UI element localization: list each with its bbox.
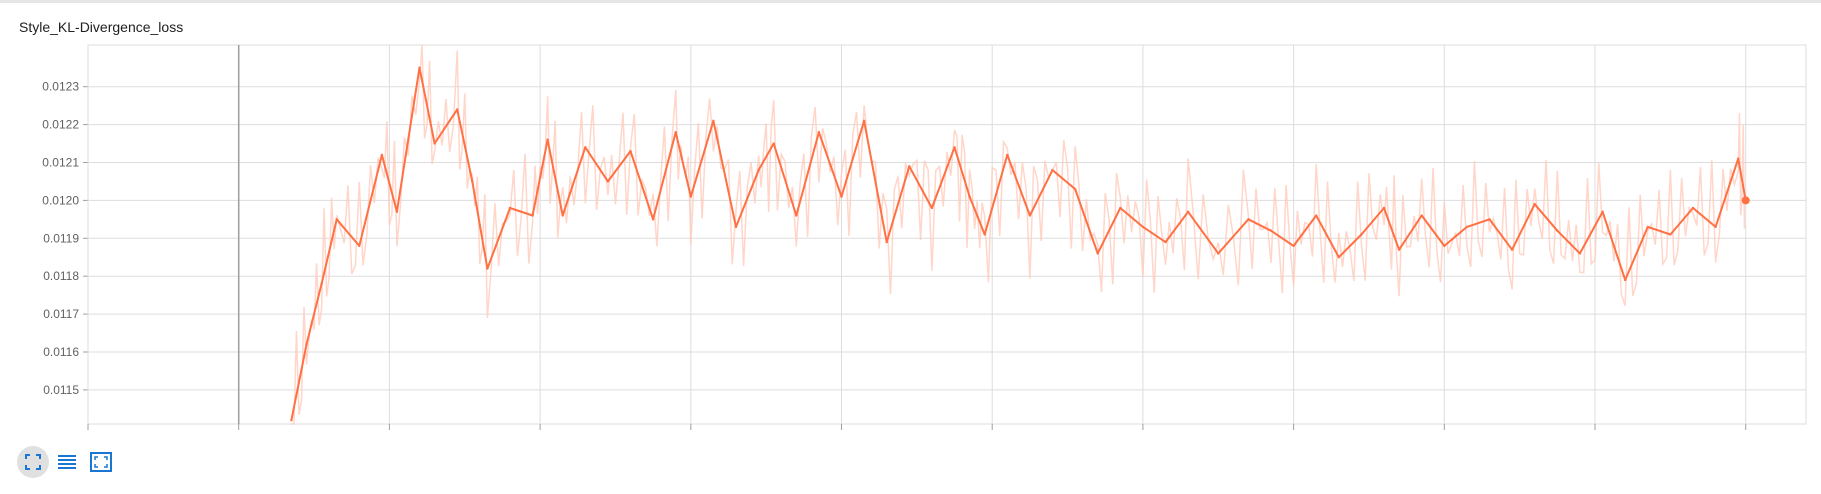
toggle-log-scale-icon: [58, 455, 76, 469]
data-point: [1646, 225, 1649, 229]
last-point-marker: [1741, 196, 1750, 205]
y-tick-label: 0.0120: [42, 193, 79, 207]
smoothed-series-layer: [290, 66, 1750, 422]
grid-layer: [83, 44, 1807, 430]
data-point: [1006, 153, 1009, 157]
data-point: [1420, 214, 1423, 217]
raw-series-layer: [291, 44, 1746, 425]
y-tick-label: 0.0123: [42, 80, 79, 94]
data-point: [1714, 225, 1717, 229]
data-point: [1669, 233, 1672, 236]
data-point: [1556, 229, 1559, 232]
data-point: [1119, 206, 1122, 210]
data-point: [290, 419, 293, 422]
data-point: [456, 108, 459, 111]
data-point: [1292, 244, 1295, 248]
data-point: [840, 195, 843, 198]
data-point: [629, 149, 632, 153]
data-point: [1186, 210, 1190, 213]
y-tick-label: 0.0121: [42, 155, 79, 169]
data-point: [1510, 248, 1514, 251]
toggle-log-scale-button[interactable]: [51, 446, 83, 478]
data-point: [1028, 214, 1032, 217]
data-point: [1443, 244, 1446, 248]
data-point: [1736, 157, 1740, 160]
data-point: [508, 206, 512, 210]
data-point: [1360, 233, 1363, 236]
data-point: [1096, 252, 1099, 255]
data-point: [1465, 225, 1469, 229]
data-point: [418, 66, 421, 69]
data-point: [1217, 252, 1220, 255]
data-point: [1578, 252, 1582, 255]
data-point: [320, 282, 323, 285]
raw-series-line: [291, 44, 1746, 425]
data-point: [380, 153, 384, 157]
data-point: [885, 240, 888, 244]
data-point: [1315, 214, 1318, 217]
data-point: [1164, 240, 1167, 244]
data-point: [1051, 168, 1054, 172]
fit-domain-icon: [25, 454, 41, 470]
data-point: [817, 130, 821, 134]
data-point: [358, 244, 361, 248]
data-point: [1382, 206, 1386, 210]
data-point: [1397, 248, 1401, 251]
y-tick-label: 0.0117: [43, 307, 79, 321]
data-point: [433, 142, 436, 145]
data-point: [1073, 187, 1077, 191]
y-tick-label: 0.0122: [42, 118, 79, 132]
data-point: [1337, 256, 1341, 259]
data-point: [968, 195, 971, 198]
data-point: [1691, 206, 1695, 210]
data-point: [795, 214, 798, 217]
data-point: [486, 267, 489, 270]
y-tick-label: 0.0119: [43, 231, 79, 245]
chart-title: Style_KL-Divergence_loss: [19, 19, 184, 35]
expand-chart-button[interactable]: [85, 446, 117, 478]
data-point: [1488, 218, 1491, 221]
data-point: [1623, 278, 1627, 282]
data-point: [1601, 210, 1604, 213]
data-point: [674, 130, 677, 134]
top-divider: [0, 0, 1821, 3]
data-point: [1247, 218, 1250, 221]
data-point: [395, 210, 399, 213]
data-point: [1269, 229, 1273, 232]
fit-domain-button[interactable]: [17, 446, 49, 478]
data-point: [908, 165, 911, 168]
data-point: [734, 225, 738, 229]
data-point: [953, 146, 956, 149]
data-point: [546, 138, 549, 141]
data-point: [335, 218, 338, 221]
plot-frame: [87, 44, 1807, 425]
y-tick-label: 0.0116: [43, 345, 79, 359]
data-point: [561, 214, 564, 217]
data-point: [606, 180, 610, 183]
expand-chart-icon: [90, 452, 112, 472]
chart-controls: [17, 446, 119, 478]
smoothed-series-line: [290, 66, 1747, 421]
chart-card: [0, 3, 1821, 494]
data-point: [757, 168, 760, 172]
data-point: [531, 214, 534, 217]
data-point: [983, 233, 986, 236]
data-point: [305, 343, 308, 346]
data-point: [584, 146, 587, 149]
data-point: [471, 180, 474, 183]
data-point: [689, 195, 693, 198]
y-tick-label: 0.0118: [43, 269, 79, 283]
data-point: [1533, 202, 1536, 206]
data-point: [712, 119, 715, 123]
y-tick-label: 0.0115: [43, 383, 79, 397]
data-point: [772, 142, 775, 145]
data-point: [862, 119, 866, 123]
data-point: [1141, 225, 1145, 229]
data-point: [930, 206, 934, 210]
data-point: [651, 218, 655, 221]
y-tick-labels: 0.0115 0.0116 0.0117 0.0118 0.0119 0.0120 0.01…: [42, 80, 79, 397]
